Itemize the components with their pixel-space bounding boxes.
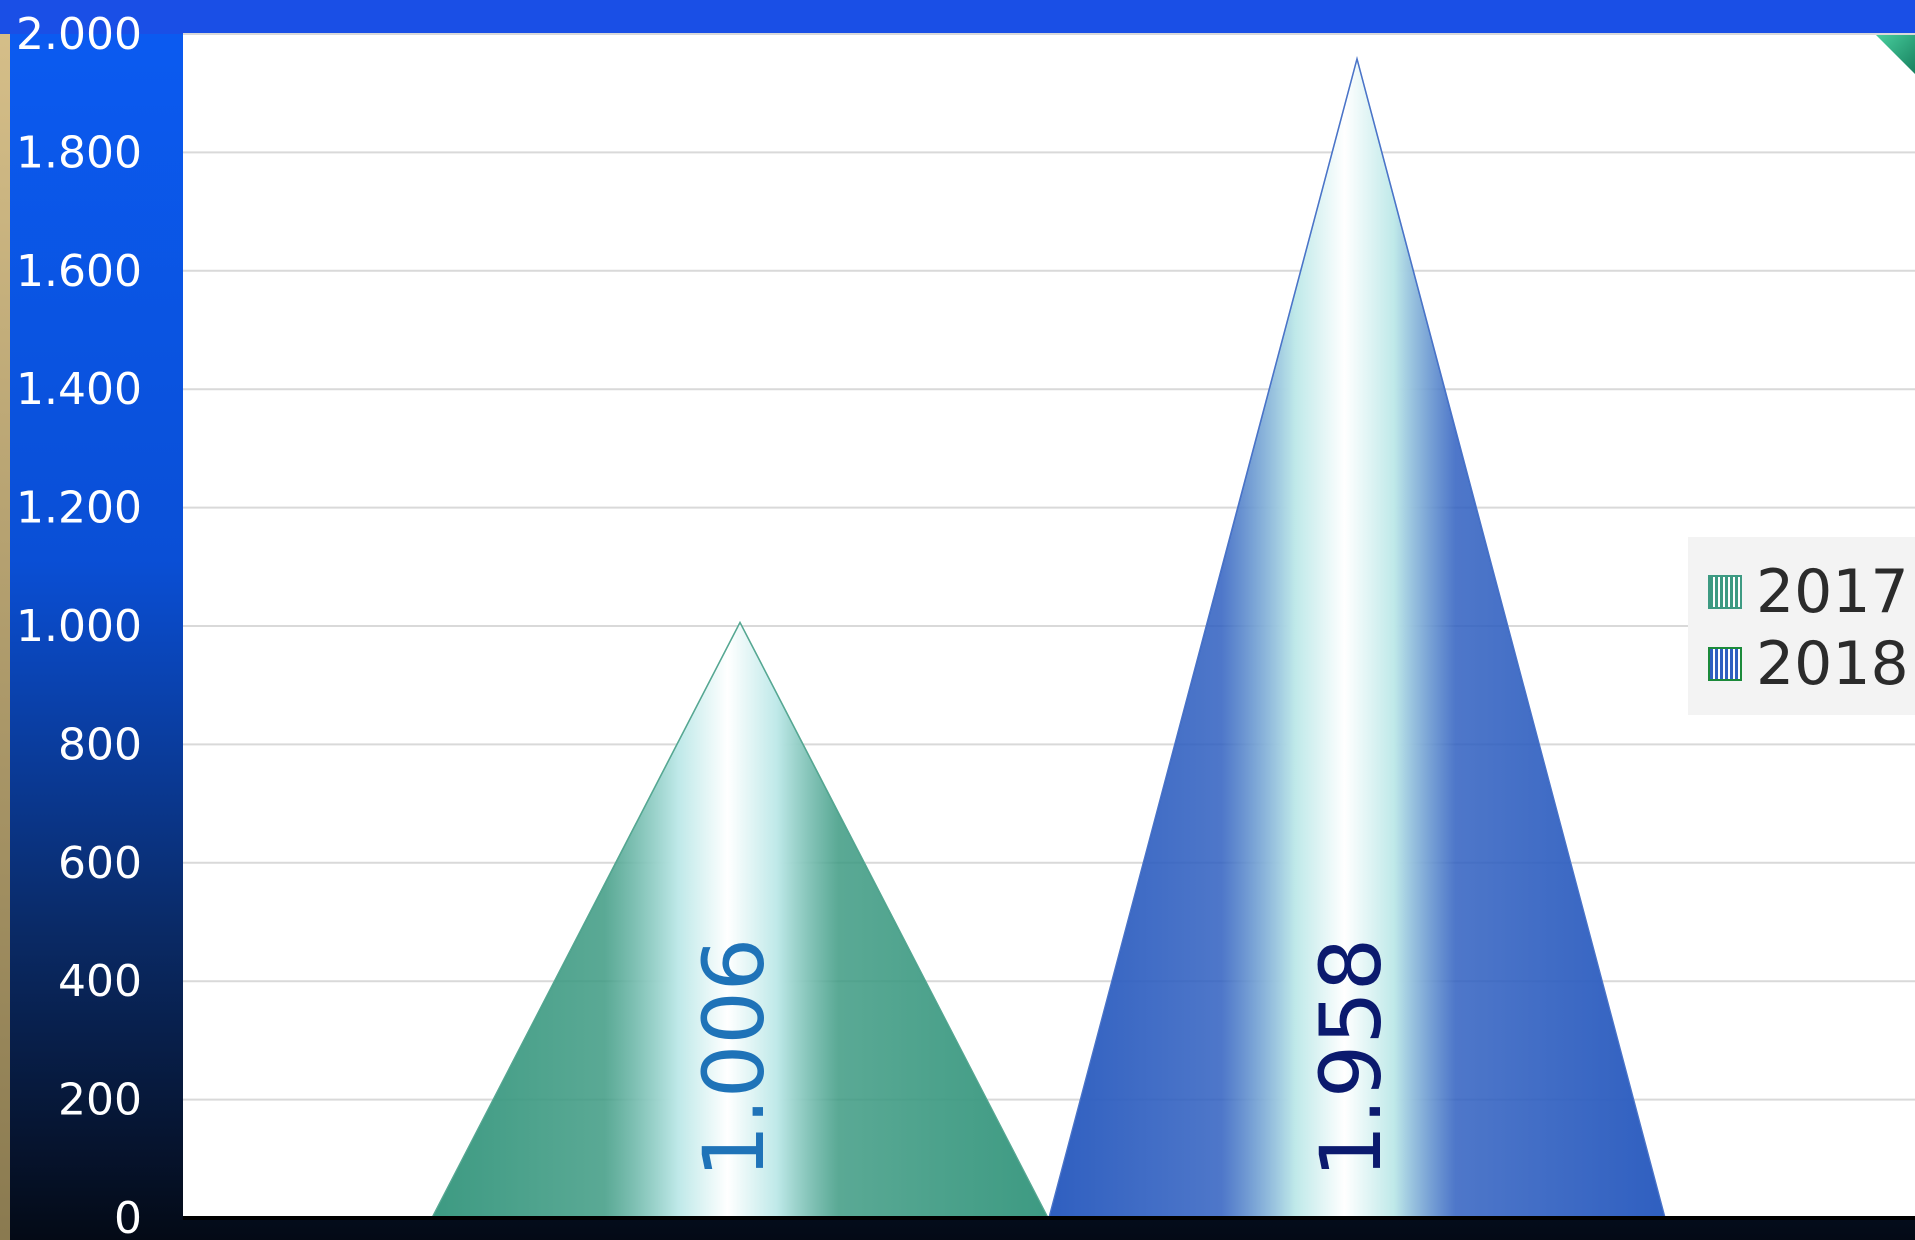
data-label-2017: 1.006 — [685, 938, 783, 1178]
top-border-bar — [0, 0, 1915, 34]
y-tick-label: 800 — [58, 719, 142, 770]
legend-swatch-2018 — [1708, 647, 1742, 681]
y-axis-ticks: 0 200 400 600 800 1.000 1.200 1.400 1.600 1.800 2.… — [16, 9, 142, 1240]
cone-layer — [430, 55, 1666, 1219]
data-label-layer: 1.006 1.958 — [685, 938, 1400, 1178]
y-tick-label: 1.200 — [16, 483, 142, 534]
y-tick-label: 2.000 — [16, 9, 142, 60]
legend-label-2018: 2018 — [1756, 629, 1909, 699]
legend: 2017 2018 — [1688, 537, 1915, 715]
legend-label-2017: 2017 — [1756, 557, 1909, 627]
y-tick-label: 1.600 — [16, 246, 142, 297]
legend-item-2018: 2018 — [1708, 629, 1909, 699]
data-label-2018: 1.958 — [1302, 938, 1400, 1178]
y-tick-label: 200 — [58, 1075, 142, 1126]
left-border-strip — [0, 0, 10, 1240]
y-tick-label: 600 — [58, 838, 142, 889]
y-tick-label: 1.400 — [16, 364, 142, 415]
grid-layer — [183, 33, 1915, 1101]
y-tick-label: 1.800 — [16, 127, 142, 178]
y-tick-label: 0 — [114, 1193, 142, 1240]
legend-item-2017: 2017 — [1708, 557, 1909, 627]
legend-swatch-2017 — [1708, 575, 1742, 609]
y-tick-label: 1.000 — [16, 601, 142, 652]
y-tick-label: 400 — [58, 956, 142, 1007]
